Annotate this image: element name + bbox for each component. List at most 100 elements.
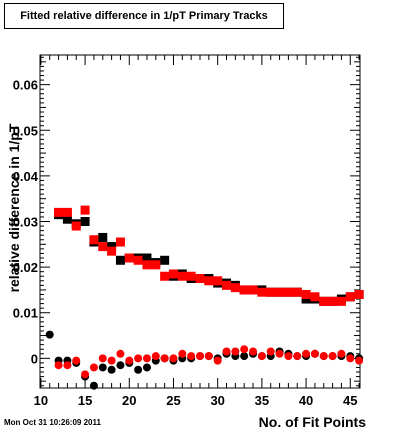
data-point-circle — [187, 352, 196, 361]
data-point-circle — [196, 352, 204, 361]
x-tick-label: 35 — [255, 393, 269, 408]
data-point-circle — [116, 361, 125, 370]
data-point-circle — [54, 361, 63, 370]
data-point-square — [213, 276, 223, 286]
data-point-circle — [284, 352, 293, 361]
data-point-square — [248, 285, 258, 295]
data-point-circle — [204, 352, 213, 361]
data-point-circle — [346, 354, 355, 363]
data-point-square — [336, 296, 346, 306]
data-point-circle — [240, 352, 249, 361]
data-point-square — [98, 232, 108, 242]
data-point-circle — [240, 345, 249, 354]
data-point-circle — [213, 356, 222, 365]
data-point-circle — [231, 347, 240, 356]
y-tick-label: 0.05 — [13, 123, 38, 138]
y-tick-label: 0.06 — [13, 78, 38, 93]
data-point-circle — [169, 354, 178, 363]
data-point-circle — [310, 349, 319, 358]
timestamp: Mon Oct 31 10:26:09 2011 — [4, 418, 101, 427]
data-point-square — [124, 253, 134, 263]
data-point-square — [328, 296, 338, 306]
data-point-circle — [89, 363, 98, 372]
y-axis-ticks: 0 0.01 0.02 0.03 0.04 0.05 0.06 — [13, 56, 360, 387]
y-tick-label: 0.01 — [13, 306, 38, 321]
data-point-circle — [142, 363, 151, 372]
data-point-circle — [293, 352, 302, 361]
data-point-square — [107, 242, 117, 252]
data-point-square — [239, 285, 249, 295]
data-point-circle — [98, 363, 107, 372]
data-point-circle — [89, 381, 98, 390]
data-point-circle — [355, 356, 364, 365]
data-point-circle — [125, 356, 134, 365]
x-tick-label: 15 — [78, 393, 92, 408]
data-point-circle — [107, 365, 116, 374]
data-point-square — [107, 246, 117, 256]
data-point-square — [283, 287, 293, 297]
data-point-square — [310, 292, 320, 302]
data-point-circle — [160, 354, 169, 363]
data-point-square — [62, 207, 72, 217]
x-tick-label: 45 — [343, 393, 357, 408]
data-point-square — [301, 289, 311, 299]
data-point-circle — [107, 356, 116, 365]
x-axis-ticks: 10 15 20 25 30 35 40 45 — [34, 55, 360, 408]
data-point-circle — [45, 330, 54, 339]
data-point-square — [142, 260, 152, 270]
data-point-square — [204, 276, 214, 286]
x-tick-label: 20 — [122, 393, 136, 408]
y-tick-label: 0 — [31, 351, 38, 366]
data-point-circle — [98, 354, 107, 363]
data-point-square — [195, 274, 205, 284]
data-point-circle — [222, 347, 231, 356]
y-axis-title: relative difference in 1/pT — [6, 123, 22, 292]
data-point-square — [186, 271, 196, 281]
data-point-square — [160, 255, 170, 265]
data-point-square — [230, 283, 240, 293]
data-point-circle — [72, 356, 81, 365]
data-point-square — [142, 253, 152, 263]
data-points — [45, 205, 364, 390]
data-point-square — [133, 255, 143, 265]
y-tick-label: 0.03 — [13, 215, 38, 230]
data-point-square — [345, 292, 355, 302]
x-tick-label: 30 — [210, 393, 224, 408]
data-point-square — [98, 242, 108, 252]
x-axis-title: No. of Fit Points — [259, 414, 367, 430]
data-point-circle — [328, 352, 337, 361]
data-point-circle — [266, 347, 275, 356]
x-tick-label: 10 — [34, 393, 48, 408]
x-tick-label: 25 — [166, 393, 180, 408]
data-point-square — [62, 214, 72, 224]
data-point-square — [80, 205, 90, 215]
data-point-square — [354, 289, 364, 299]
data-point-square — [115, 255, 125, 265]
data-point-square — [177, 271, 187, 281]
y-tick-label: 0.02 — [13, 260, 38, 275]
data-point-circle — [337, 349, 346, 358]
data-point-circle — [142, 354, 151, 363]
data-point-circle — [257, 352, 266, 361]
data-point-circle — [63, 361, 72, 370]
data-point-square — [115, 237, 125, 247]
data-point-circle — [249, 347, 258, 356]
data-point-circle — [81, 370, 90, 379]
data-point-square — [266, 287, 276, 297]
data-point-square — [301, 294, 311, 304]
data-point-square — [292, 287, 302, 297]
data-point-circle — [178, 349, 187, 358]
x-tick-label: 40 — [299, 393, 313, 408]
data-point-square — [89, 235, 99, 245]
data-point-square — [319, 296, 329, 306]
data-point-square — [160, 271, 170, 281]
y-tick-label: 0.04 — [13, 169, 39, 184]
data-point-circle — [134, 354, 143, 363]
data-point-square — [275, 287, 285, 297]
data-point-circle — [151, 352, 160, 361]
data-point-circle — [116, 349, 125, 358]
data-point-square — [151, 260, 161, 270]
data-point-circle — [319, 352, 328, 361]
chart-title-box: Fitted relative difference in 1/pT Prima… — [4, 3, 284, 29]
